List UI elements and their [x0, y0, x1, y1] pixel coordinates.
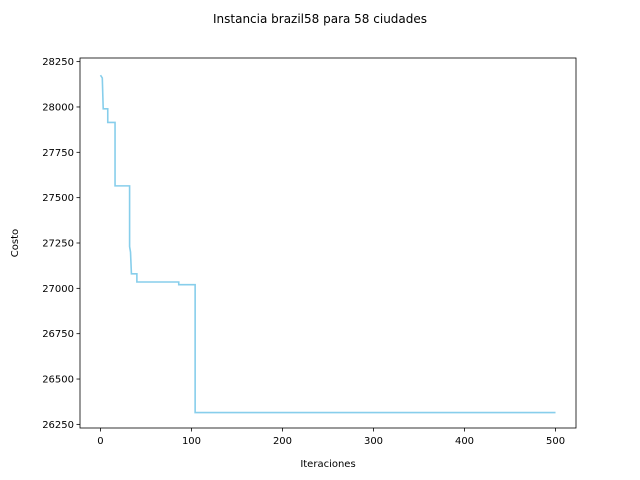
y-tick-label: 26250: [42, 420, 74, 431]
plot-area: [80, 58, 576, 428]
y-tick-label: 27000: [42, 284, 74, 295]
x-tick-label: 400: [455, 436, 474, 447]
y-tick-label: 26500: [42, 375, 74, 386]
x-tick-label: 100: [182, 436, 201, 447]
y-ticks: 26250 26500 26750 27000 27250 27500 27750 28000…: [42, 57, 80, 431]
y-tick-label: 26750: [42, 329, 74, 340]
series-line: [99, 74, 556, 414]
x-tick-label: 300: [364, 436, 383, 447]
y-tick-label: 28250: [42, 57, 74, 68]
y-tick-label: 27500: [42, 193, 74, 204]
y-tick-label: 28000: [42, 102, 74, 113]
x-ticks: 0 100 200 300 400 500: [97, 428, 565, 447]
series-group: [99, 74, 556, 414]
x-tick-label: 200: [273, 436, 292, 447]
x-axis-label: Iteraciones: [300, 459, 355, 470]
x-tick-label: 500: [546, 436, 565, 447]
y-axis-label: Costo: [10, 229, 21, 257]
y-tick-label: 27750: [42, 148, 74, 159]
plot-frame: [79, 57, 577, 429]
x-tick-label: 0: [97, 436, 103, 447]
y-tick-label: 27250: [42, 239, 74, 250]
chart-title: Instancia brazil58 para 58 ciudades: [213, 12, 427, 26]
